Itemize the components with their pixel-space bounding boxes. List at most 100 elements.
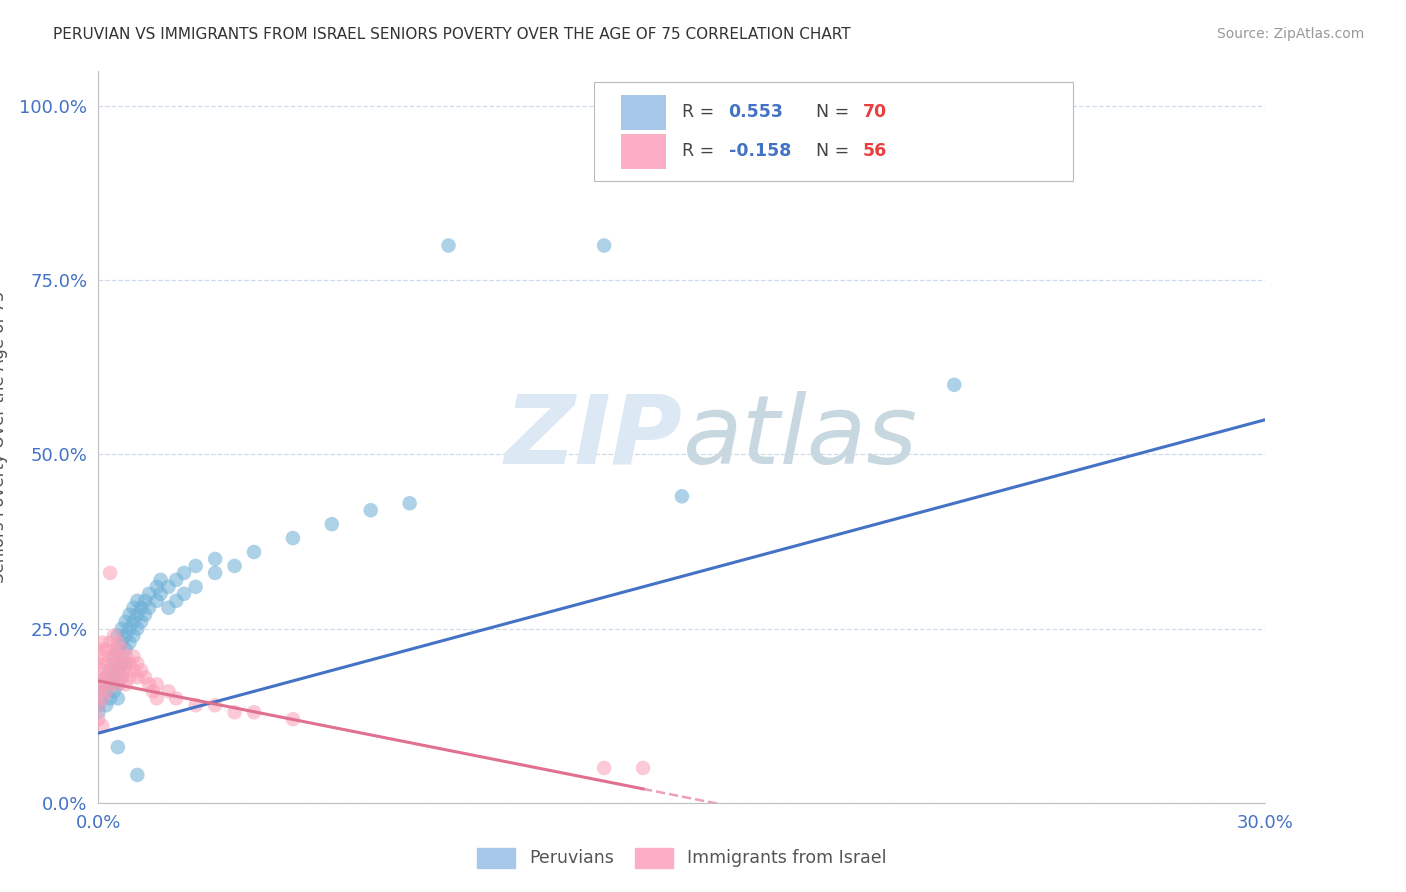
Point — [437, 238, 460, 252]
Point — [127, 594, 149, 608]
Point — [87, 642, 110, 657]
Point — [107, 664, 129, 678]
Point — [146, 691, 169, 706]
Point — [122, 664, 145, 678]
Point — [107, 691, 129, 706]
Point — [114, 629, 136, 643]
Point — [107, 629, 129, 643]
Point — [127, 670, 149, 684]
Point — [96, 698, 118, 713]
Point — [96, 684, 118, 698]
Point — [138, 587, 160, 601]
Point — [118, 622, 141, 636]
Point — [114, 677, 136, 691]
Text: ZIP: ZIP — [503, 391, 682, 483]
Point — [360, 503, 382, 517]
Point — [127, 657, 149, 671]
Point — [98, 664, 121, 678]
Point — [138, 677, 160, 691]
Point — [107, 649, 129, 664]
Point — [114, 615, 136, 629]
Point — [103, 670, 125, 684]
Point — [98, 664, 121, 678]
Point — [87, 657, 110, 671]
Point — [593, 238, 616, 252]
Point — [204, 566, 226, 580]
Point — [87, 705, 110, 719]
Point — [107, 677, 129, 691]
Text: 70: 70 — [863, 103, 887, 121]
Point — [91, 635, 114, 649]
Text: atlas: atlas — [682, 391, 917, 483]
Point — [111, 657, 134, 671]
Point — [114, 664, 136, 678]
Point — [114, 657, 136, 671]
Text: N =: N = — [815, 142, 855, 160]
Point — [224, 705, 246, 719]
Point — [127, 768, 149, 782]
Point — [943, 377, 966, 392]
Point — [165, 594, 187, 608]
Point — [87, 698, 110, 713]
Point — [98, 677, 121, 691]
Point — [91, 691, 114, 706]
Point — [127, 622, 149, 636]
Point — [111, 635, 134, 649]
Point — [127, 607, 149, 622]
Point — [87, 712, 110, 726]
Point — [103, 629, 125, 643]
Point — [98, 691, 121, 706]
Point — [138, 600, 160, 615]
Point — [87, 670, 110, 684]
Point — [107, 642, 129, 657]
Point — [98, 677, 121, 691]
Point — [134, 670, 156, 684]
Point — [107, 677, 129, 691]
Point — [87, 698, 110, 713]
Point — [91, 677, 114, 691]
Text: -0.158: -0.158 — [728, 142, 792, 160]
Point — [96, 657, 118, 671]
Point — [103, 670, 125, 684]
Point — [98, 566, 121, 580]
Point — [111, 642, 134, 657]
Point — [184, 698, 207, 713]
Legend: Peruvians, Immigrants from Israel: Peruvians, Immigrants from Israel — [470, 840, 894, 874]
Point — [157, 600, 180, 615]
Point — [165, 573, 187, 587]
Point — [122, 615, 145, 629]
Point — [157, 684, 180, 698]
Point — [122, 600, 145, 615]
Point — [111, 622, 134, 636]
Point — [671, 489, 693, 503]
FancyBboxPatch shape — [621, 95, 665, 130]
Point — [91, 649, 114, 664]
Point — [118, 657, 141, 671]
Point — [111, 657, 134, 671]
Text: R =: R = — [682, 142, 720, 160]
Point — [243, 705, 266, 719]
Point — [107, 740, 129, 755]
Point — [98, 649, 121, 664]
Text: Source: ZipAtlas.com: Source: ZipAtlas.com — [1216, 27, 1364, 41]
Point — [103, 649, 125, 664]
Point — [87, 684, 110, 698]
Point — [111, 670, 134, 684]
Point — [173, 566, 195, 580]
Point — [281, 531, 304, 545]
Text: N =: N = — [815, 103, 855, 121]
Point — [103, 642, 125, 657]
Point — [149, 573, 172, 587]
Point — [91, 677, 114, 691]
Point — [398, 496, 420, 510]
Point — [204, 552, 226, 566]
Point — [103, 657, 125, 671]
Point — [118, 635, 141, 649]
Point — [118, 607, 141, 622]
Point — [118, 670, 141, 684]
Point — [184, 580, 207, 594]
Point — [146, 580, 169, 594]
Point — [103, 684, 125, 698]
Point — [122, 629, 145, 643]
Point — [224, 558, 246, 573]
